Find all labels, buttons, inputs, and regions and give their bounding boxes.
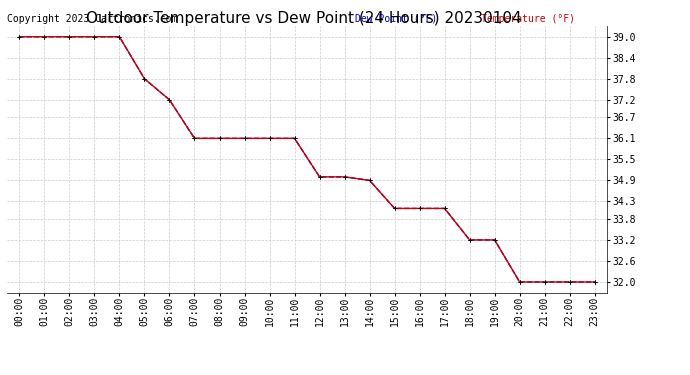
Text: Dew Point (°F): Dew Point (°F) [355, 13, 437, 24]
Text: Outdoor Temperature vs Dew Point (24 Hours) 20230104: Outdoor Temperature vs Dew Point (24 Hou… [86, 11, 522, 26]
Text: Temperature (°F): Temperature (°F) [481, 13, 575, 24]
Text: Copyright 2023 Cartronics.com: Copyright 2023 Cartronics.com [7, 13, 177, 24]
